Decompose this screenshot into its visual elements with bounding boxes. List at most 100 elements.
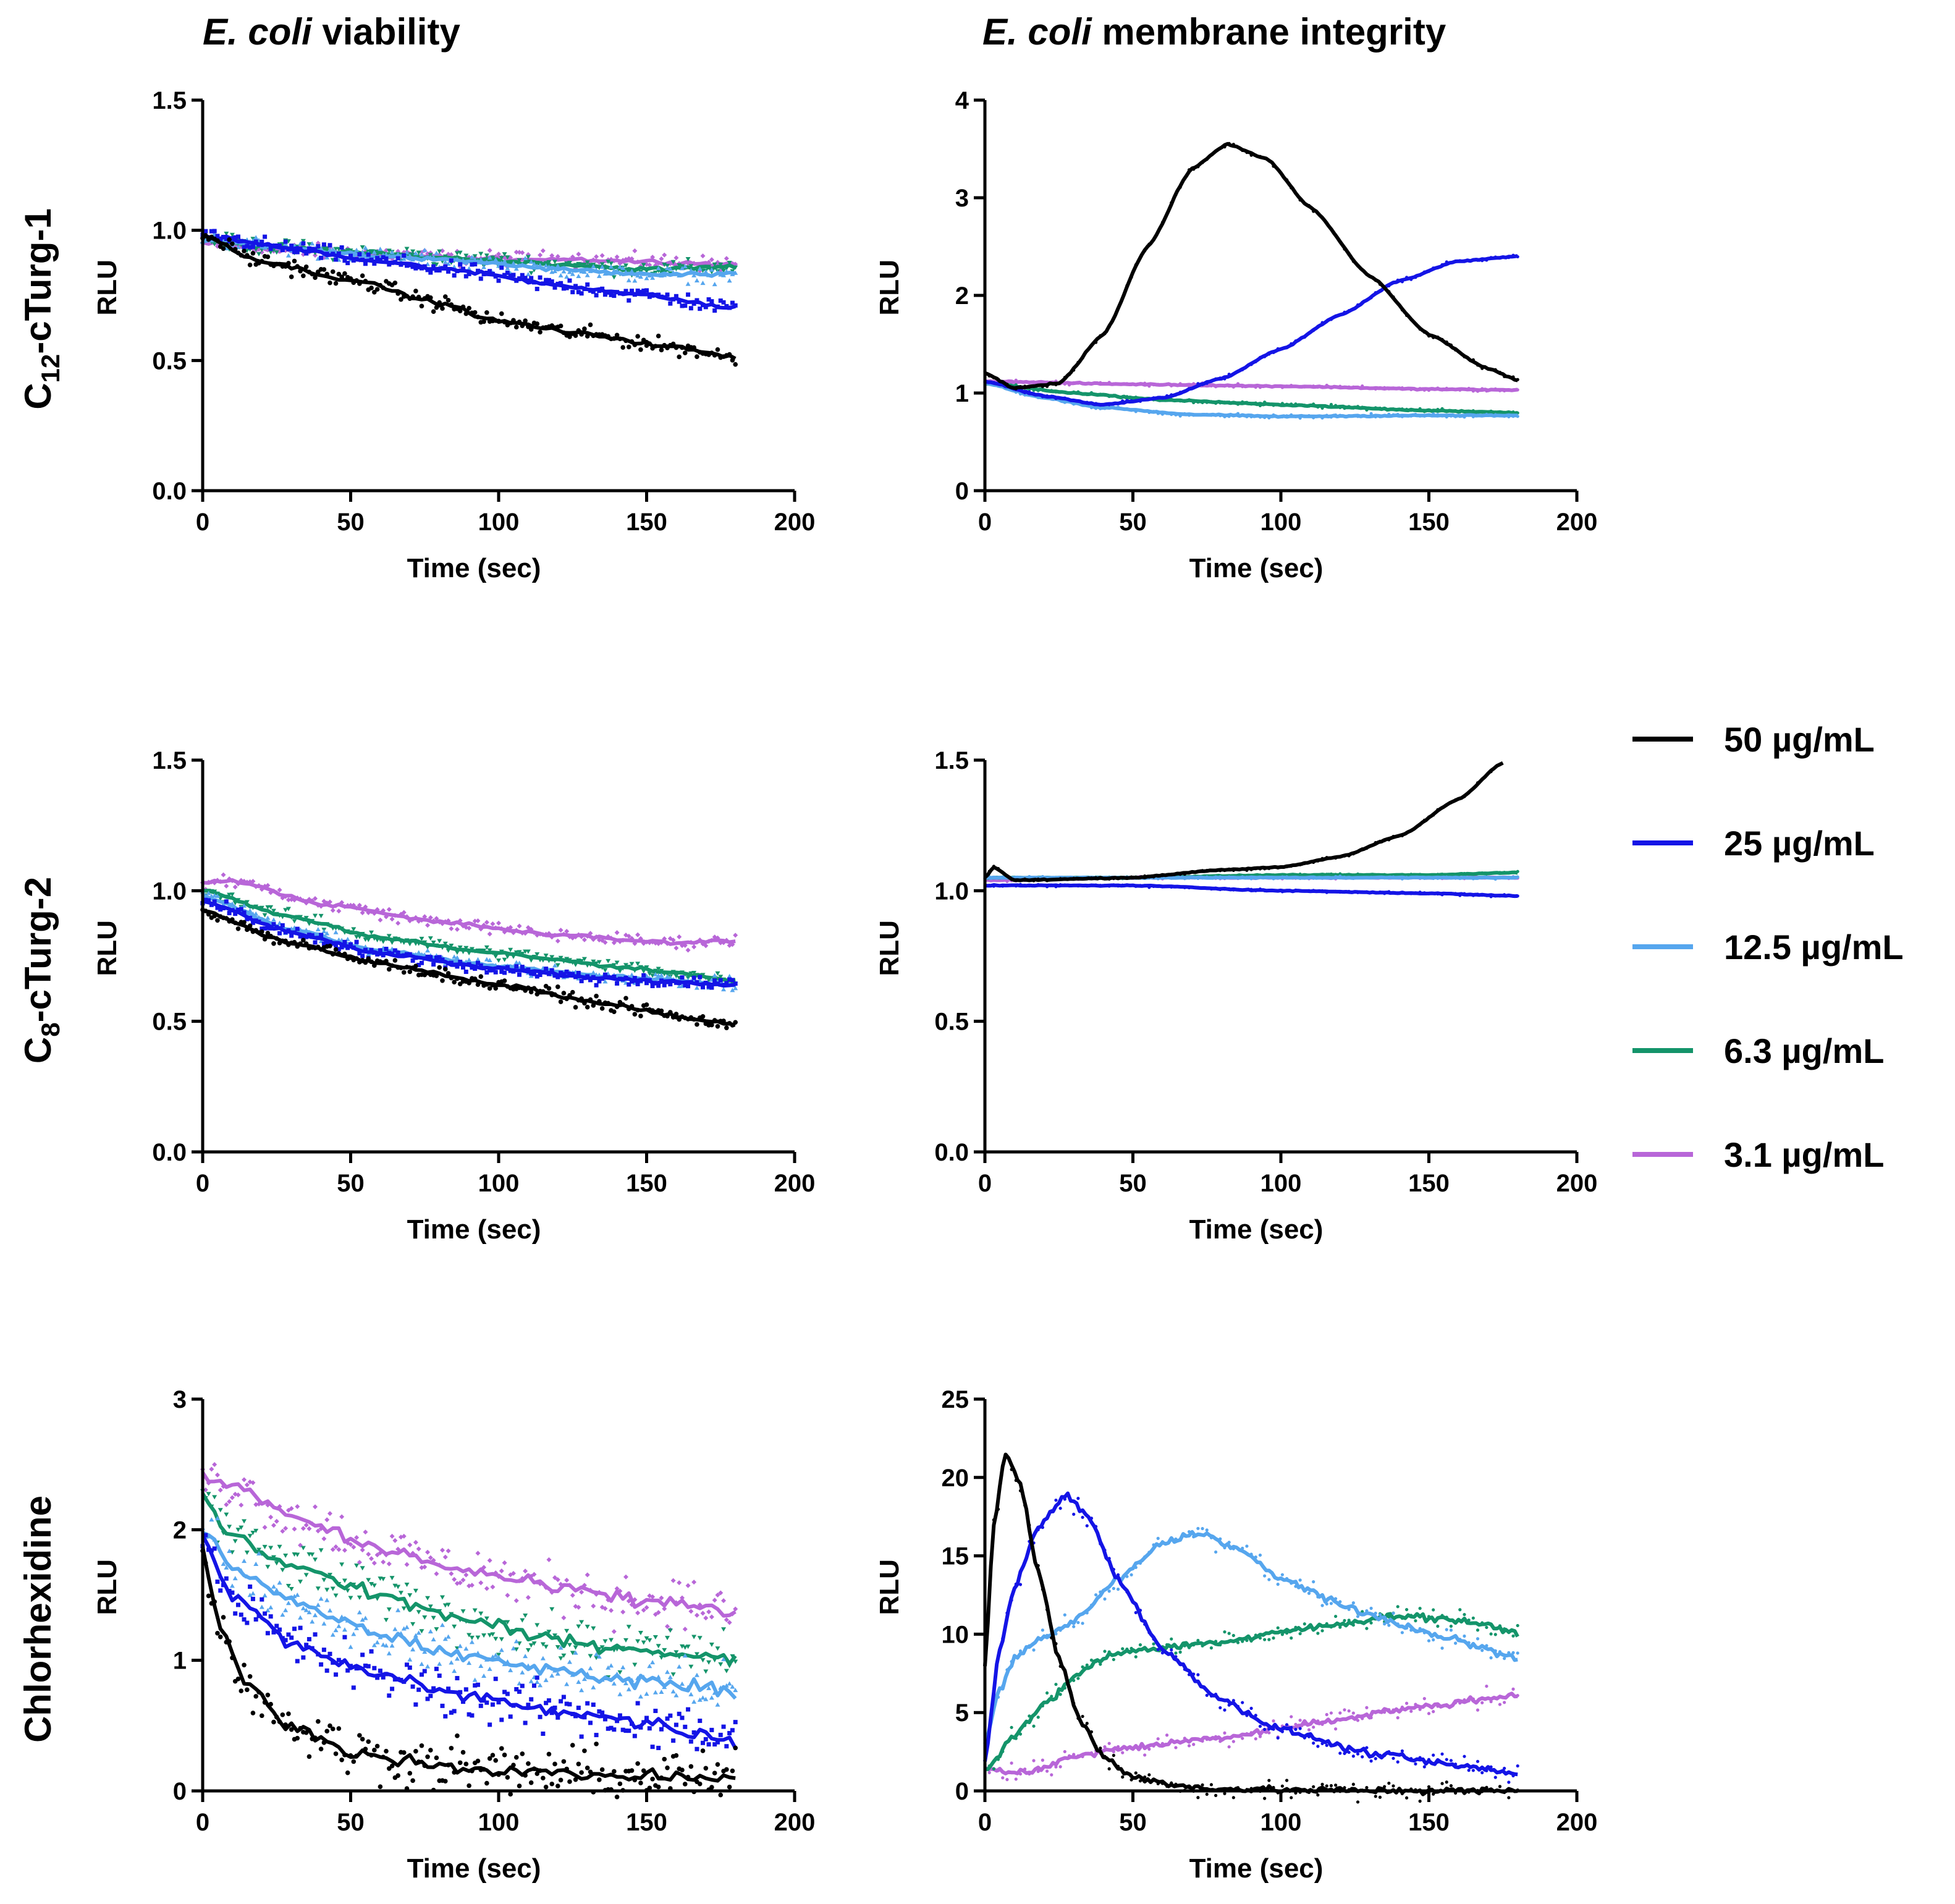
data-point [546,277,551,282]
data-point [1476,413,1480,417]
data-point [1374,840,1377,845]
data-point [626,933,631,939]
data-point [1258,415,1262,419]
data-point [703,1737,708,1741]
data-point [1187,876,1191,880]
data-point [1463,410,1466,413]
data-point [1050,883,1054,887]
data-point [1440,1752,1444,1756]
data-point [561,971,566,976]
data-point [1440,337,1444,341]
data-point [1329,415,1333,419]
data-point [1511,1634,1515,1638]
data-point [1134,263,1138,267]
data-point [659,973,664,978]
data-point [1471,877,1475,881]
data-point [526,1703,531,1707]
data-point [425,1754,430,1759]
data-point [1489,876,1493,880]
data-point [1231,1547,1235,1551]
data-point [1325,413,1328,417]
data-point [428,1629,433,1634]
data-point [695,1022,699,1027]
data-point [1072,1678,1076,1682]
data-point [224,237,229,242]
trend-line [202,878,736,946]
data-point [1298,1727,1302,1730]
data-point [1121,383,1125,386]
data-point [1152,410,1155,413]
data-point [1116,1745,1120,1749]
data-point [1081,1665,1084,1669]
data-point [342,271,347,276]
data-point [280,1568,285,1573]
series-dots [983,1684,1519,1782]
data-point [292,258,297,264]
data-point [1099,392,1102,396]
data-point [1280,890,1284,894]
data-point [215,918,220,923]
data-point [1218,146,1222,150]
data-point [1471,1642,1475,1646]
data-point [303,1573,309,1578]
data-point [1285,384,1289,388]
data-point [558,999,564,1004]
series-50-ugml [983,761,1504,882]
data-point [1094,1525,1098,1528]
data-point [1347,876,1351,879]
data-point [534,287,539,292]
data-point [1010,878,1013,881]
data-point [458,959,463,964]
data-point [454,955,460,960]
data-point [1205,412,1209,417]
data-point [514,1686,519,1691]
data-point [992,381,995,384]
data-point [1036,1636,1040,1640]
data-point [1294,1727,1298,1732]
data-point [1463,415,1466,419]
data-point [1343,1708,1346,1712]
data-point [1192,167,1196,171]
data-point [1192,382,1196,386]
data-point [230,1590,235,1595]
data-point [1170,384,1173,387]
data-point [475,960,480,965]
data-point [342,939,347,944]
data-point [339,1514,345,1520]
data-point [650,1745,655,1750]
data-point [549,1607,555,1612]
data-point [1231,1796,1235,1800]
data-point [1223,1546,1227,1550]
data-point [1303,1722,1306,1726]
data-point [442,294,448,299]
data-point [1147,1551,1151,1554]
data-point [632,278,638,283]
data-point [538,972,543,977]
data-point [656,333,661,339]
data-point [1241,400,1244,404]
data-point [1170,397,1173,401]
data-point [718,1792,724,1798]
data-point [1396,876,1400,880]
data-point [1134,1771,1138,1775]
data-point [1432,1710,1435,1714]
data-point [1463,876,1466,879]
data-point [321,1536,327,1542]
data-point [440,1703,445,1708]
series-dots [983,379,1519,420]
series-25-ugml [983,882,1519,899]
data-point [1134,383,1138,386]
data-point [543,1784,549,1790]
y-tick-label: 0.0 [152,478,187,505]
data-point [1383,892,1387,895]
data-point [392,1627,398,1631]
data-point [576,290,581,295]
data-point [1343,1606,1346,1610]
data-point [1383,414,1387,418]
data-point [1214,413,1218,417]
data-point [442,1636,448,1641]
data-point [1285,346,1289,350]
data-point [1329,227,1333,231]
data-point [1165,412,1169,415]
data-point [1374,406,1377,410]
